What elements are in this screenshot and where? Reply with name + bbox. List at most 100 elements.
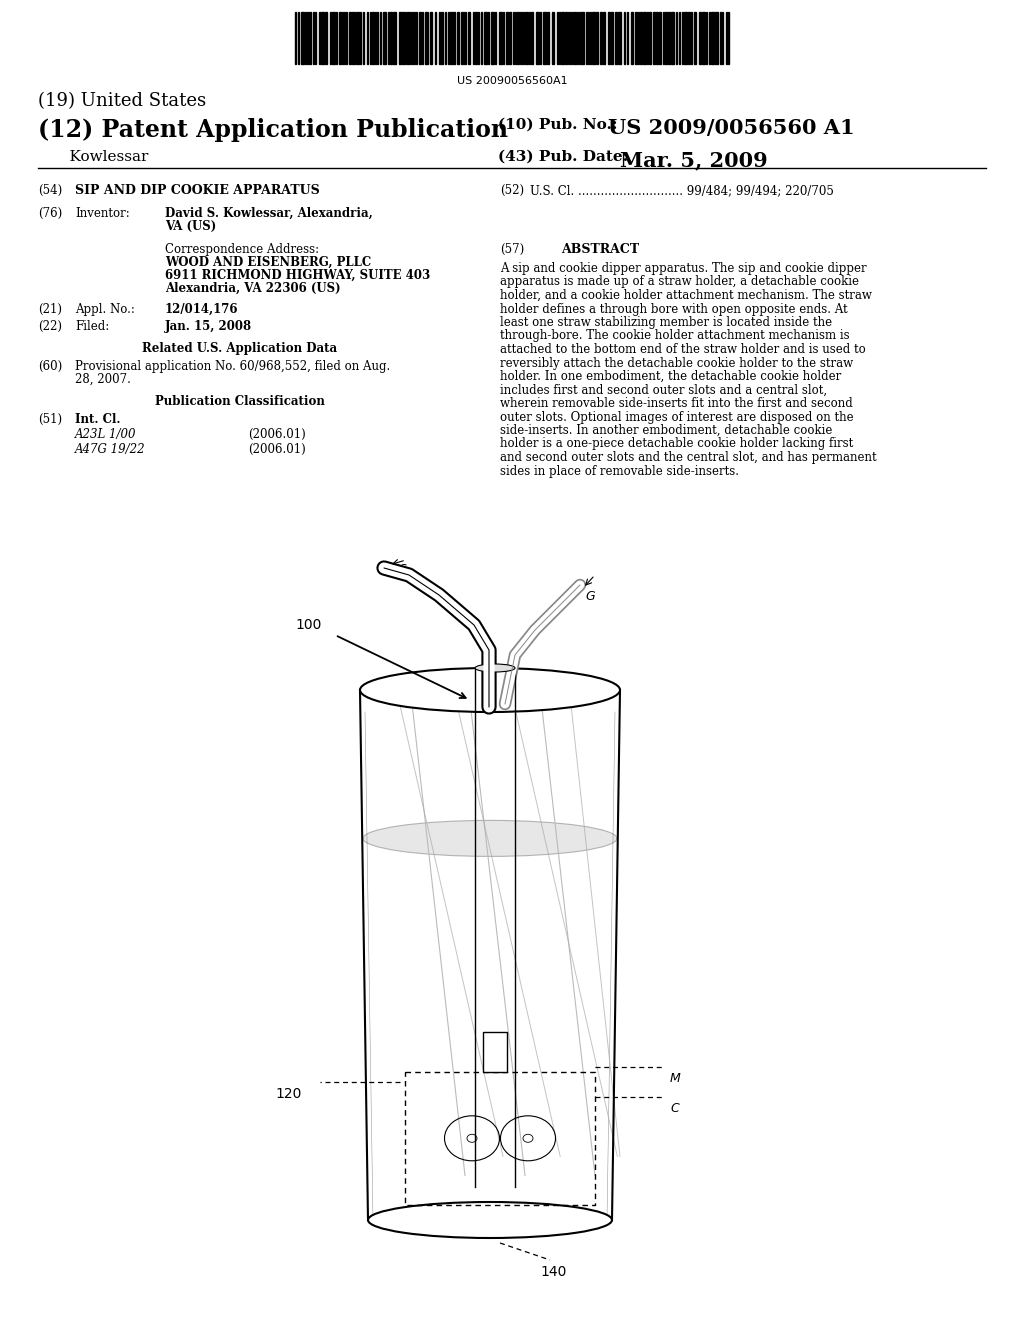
Ellipse shape [475,664,515,672]
Bar [649,12,651,63]
Text: apparatus is made up of a straw holder, a detachable cookie: apparatus is made up of a straw holder, … [500,276,859,289]
Text: (43) Pub. Date:: (43) Pub. Date: [498,150,629,164]
Text: (60): (60) [38,360,62,374]
Bar [309,12,311,63]
Text: U.S. Cl. ............................ 99/484; 99/494; 220/705: U.S. Cl. ............................ 99… [530,183,834,197]
Text: holder. In one embodiment, the detachable cookie holder: holder. In one embodiment, the detachabl… [500,370,842,383]
Bar [565,12,567,63]
Bar [656,12,658,63]
Bar [543,12,546,63]
Bar [631,12,633,63]
Text: wherein removable side-inserts fit into the first and second: wherein removable side-inserts fit into … [500,397,853,411]
Bar [453,12,455,63]
Bar [608,12,610,63]
Text: (54): (54) [38,183,62,197]
Bar [536,12,539,63]
Bar [618,12,621,63]
Text: least one straw stabilizing member is located inside the: least one straw stabilizing member is lo… [500,315,833,329]
Text: sides in place of removable side-inserts.: sides in place of removable side-inserts… [500,465,739,478]
Text: holder defines a through bore with open opposite ends. At: holder defines a through bore with open … [500,302,848,315]
Bar [490,12,494,63]
Text: 12/014,176: 12/014,176 [165,304,239,315]
Bar [457,12,459,63]
Bar [699,12,701,63]
Text: 140: 140 [540,1265,566,1279]
Text: Related U.S. Application Data: Related U.S. Application Data [142,342,338,355]
Bar [339,12,341,63]
Text: Appl. No.:: Appl. No.: [75,304,135,315]
Ellipse shape [368,1203,612,1238]
Bar [526,12,528,63]
Bar [671,12,674,63]
Text: David S. Kowlessar, Alexandria,: David S. Kowlessar, Alexandria, [165,207,373,220]
Text: (51): (51) [38,413,62,426]
Bar [561,12,564,63]
Bar [325,12,327,63]
Text: A47G 19/22: A47G 19/22 [75,444,145,455]
Text: (12) Patent Application Publication: (12) Patent Application Publication [38,117,508,143]
Text: Kowlessar: Kowlessar [50,150,148,164]
Text: holder, and a cookie holder attachment mechanism. The straw: holder, and a cookie holder attachment m… [500,289,871,302]
Bar [635,12,637,63]
Bar [603,12,605,63]
Text: holder is a one-piece detachable cookie holder lacking first: holder is a one-piece detachable cookie … [500,437,853,450]
Text: US 20090056560A1: US 20090056560A1 [457,77,567,86]
Text: (19) United States: (19) United States [38,92,206,110]
Bar [694,12,696,63]
Text: (57): (57) [500,243,524,256]
Bar [574,12,575,63]
Bar [643,12,646,63]
Bar [402,12,404,63]
Text: A23L 1/00: A23L 1/00 [75,428,136,441]
Text: outer slots. Optional images of interest are disposed on the: outer slots. Optional images of interest… [500,411,854,424]
Bar [668,12,670,63]
Text: C: C [670,1102,679,1114]
Text: WOOD AND EISENBERG, PLLC: WOOD AND EISENBERG, PLLC [165,256,372,269]
Bar [399,12,401,63]
Bar [506,12,508,63]
Ellipse shape [360,668,620,711]
Bar [393,12,396,63]
Text: (22): (22) [38,319,62,333]
Text: US 2009/0056560 A1: US 2009/0056560 A1 [608,117,855,139]
Text: Publication Classification: Publication Classification [155,395,325,408]
Bar [372,12,374,63]
Text: side-inserts. In another embodiment, detachable cookie: side-inserts. In another embodiment, det… [500,424,833,437]
Bar [711,12,714,63]
Bar [653,12,655,63]
Bar [547,12,549,63]
Bar [509,12,511,63]
Bar [665,12,667,63]
Text: Int. Cl.: Int. Cl. [75,413,121,426]
Text: (2006.01): (2006.01) [248,428,306,441]
FancyBboxPatch shape [483,1032,507,1072]
Bar [321,12,324,63]
Bar [441,12,443,63]
Text: includes first and second outer slots and a central slot,: includes first and second outer slots an… [500,384,827,396]
Text: G: G [585,590,595,603]
Bar [301,12,304,63]
Text: (10) Pub. No.:: (10) Pub. No.: [498,117,617,132]
Text: Inventor:: Inventor: [75,207,130,220]
Bar [430,12,432,63]
Text: SIP AND DIP COOKIE APPARATUS: SIP AND DIP COOKIE APPARATUS [75,183,319,197]
Bar [349,12,351,63]
Bar [425,12,428,63]
Text: 28, 2007.: 28, 2007. [75,374,131,385]
Ellipse shape [362,821,617,857]
Text: Mar. 5, 2009: Mar. 5, 2009 [620,150,768,170]
Text: 120: 120 [275,1086,301,1101]
Bar [419,12,421,63]
Text: Jan. 15, 2008: Jan. 15, 2008 [165,319,252,333]
Bar [499,12,502,63]
Text: (2006.01): (2006.01) [248,444,306,455]
Text: A sip and cookie dipper apparatus. The sip and cookie dipper: A sip and cookie dipper apparatus. The s… [500,261,866,275]
Bar [468,12,470,63]
Bar [407,12,409,63]
Text: ABSTRACT: ABSTRACT [561,243,639,256]
Bar [688,12,690,63]
Bar [475,12,477,63]
Bar [357,12,359,63]
Bar [702,12,705,63]
Text: M: M [670,1072,681,1085]
